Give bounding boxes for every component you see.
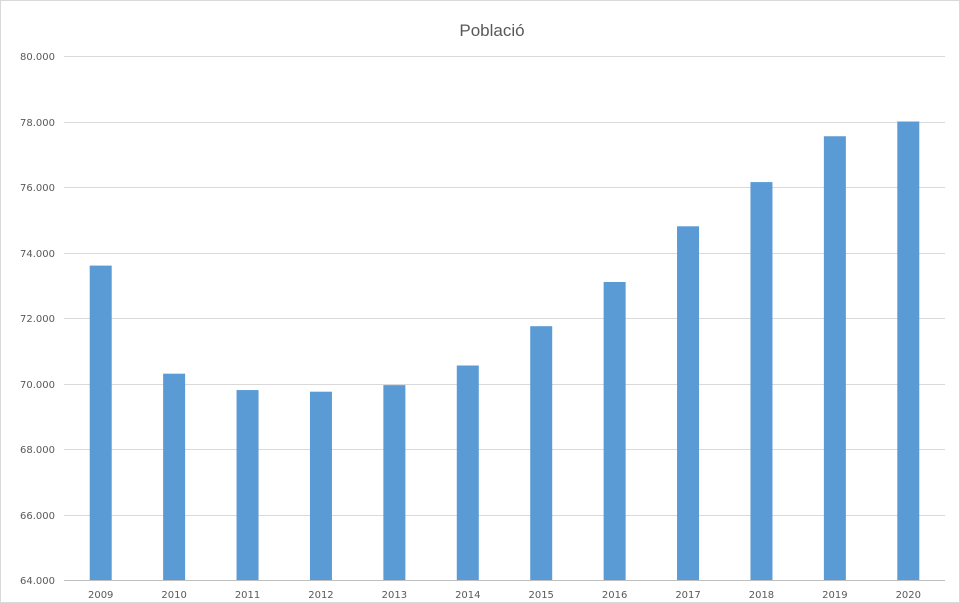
x-tick-label: 2014 (455, 590, 480, 601)
x-tick-label: 2020 (896, 590, 921, 601)
bar-2010 (163, 373, 186, 580)
x-tick-label: 2012 (308, 590, 333, 601)
bar-2011 (236, 390, 259, 580)
bars (89, 121, 920, 581)
bar-2018 (750, 182, 773, 580)
bar-2015 (530, 326, 553, 580)
y-tick-label: 78.000 (20, 118, 55, 129)
x-tick-label: 2018 (749, 590, 774, 601)
x-axis: 2009 2010 2011 2012 2013 2014 2015 2016 2017 2018… (88, 590, 921, 601)
y-tick-label: 72.000 (20, 314, 55, 325)
y-tick-label: 68.000 (20, 445, 55, 456)
x-tick-label: 2009 (88, 590, 113, 601)
x-tick-label: 2010 (161, 590, 186, 601)
bar-2017 (677, 226, 700, 581)
y-tick-label: 76.000 (20, 183, 55, 194)
chart-title: Població (459, 21, 525, 40)
y-tick-label: 70.000 (20, 380, 55, 391)
bar-2013 (383, 385, 406, 580)
y-axis: 64.000 66.000 68.000 70.000 72.000 74.000 76.0… (20, 52, 55, 587)
x-tick-label: 2017 (675, 590, 700, 601)
x-tick-label: 2019 (822, 590, 847, 601)
y-tick-label: 66.000 (20, 511, 55, 522)
bar-2020 (897, 121, 920, 580)
bar-2019 (823, 136, 846, 581)
x-tick-label: 2016 (602, 590, 627, 601)
x-tick-label: 2015 (528, 590, 553, 601)
bar-2012 (309, 391, 332, 580)
x-tick-label: 2011 (235, 590, 260, 601)
y-tick-label: 80.000 (20, 52, 55, 63)
bar-2014 (456, 365, 479, 580)
y-tick-label: 74.000 (20, 249, 55, 260)
bar-2016 (603, 281, 626, 580)
gridlines (64, 56, 945, 581)
bar-2009 (89, 265, 112, 580)
x-tick-label: 2013 (382, 590, 407, 601)
y-tick-label: 64.000 (20, 576, 55, 587)
